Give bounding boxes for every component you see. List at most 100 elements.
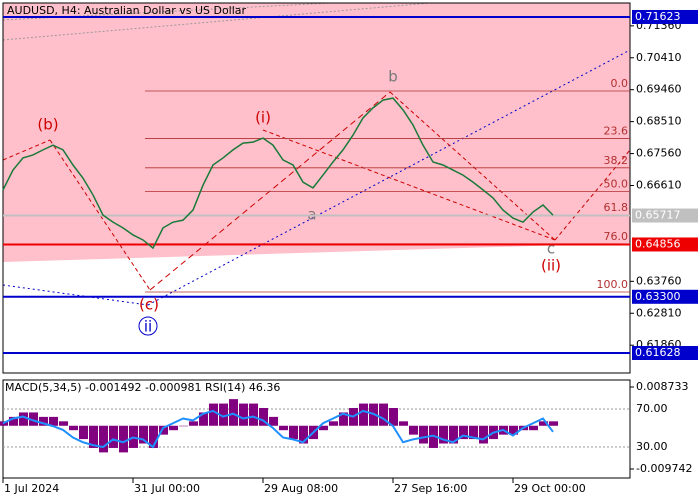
fib-label: 0.0 — [611, 77, 629, 90]
trend-line — [554, 149, 631, 241]
macd-bar — [549, 421, 558, 426]
macd-bar — [99, 425, 108, 453]
macd-bar — [359, 403, 368, 426]
fib-label: 76.0 — [604, 230, 629, 243]
macd-bar — [509, 425, 518, 435]
y-tick-label: -0.009742 — [636, 462, 692, 475]
wave-label: (b) — [37, 116, 58, 134]
wave-label: (i) — [255, 109, 271, 127]
macd-bar — [269, 416, 278, 426]
wave-label: b — [388, 68, 398, 86]
macd-bar — [439, 425, 448, 444]
macd-bar — [299, 425, 308, 444]
macd-bar — [139, 425, 148, 444]
trend-line — [2, 2, 431, 41]
trend-lines — [2, 2, 631, 306]
macd-bar — [19, 412, 28, 426]
macd-bar — [89, 425, 98, 448]
macd-bar — [79, 425, 88, 440]
fib-label: 38.2 — [604, 154, 629, 167]
macd-bar — [279, 425, 288, 431]
price-line — [2, 97, 554, 250]
wave-label: (ii) — [541, 257, 561, 275]
macd-bar — [69, 425, 78, 431]
macd-bar — [249, 403, 258, 426]
fib-label: 61.8 — [604, 201, 629, 214]
macd-bar — [239, 403, 248, 426]
y-tick-label: 0.70410 — [636, 51, 682, 64]
x-tick-label: 31 Jul 00:00 — [134, 482, 200, 495]
level-tag — [632, 289, 698, 304]
fib-label: 50.0 — [604, 177, 629, 190]
macd-bar — [149, 425, 158, 448]
level-tag — [632, 345, 698, 360]
macd-bar — [319, 425, 328, 431]
wave-label: c — [547, 240, 555, 258]
macd-bar — [289, 425, 298, 440]
trend-line — [149, 91, 391, 291]
macd-bar — [169, 425, 178, 431]
price-pane — [2, 2, 631, 374]
macd-bar — [409, 425, 418, 435]
wave-label: ii — [144, 318, 152, 336]
macd-bar — [389, 408, 398, 426]
trend-line — [49, 139, 151, 291]
level-tag — [632, 237, 698, 252]
macd-bar — [49, 416, 58, 426]
y-tick-label: 30.00 — [636, 440, 668, 453]
indicator-pane — [2, 379, 631, 479]
level-label: 0.63300 — [635, 290, 681, 303]
macd-bar — [259, 408, 268, 426]
macd-bar — [219, 403, 228, 426]
trend-line — [2, 2, 331, 21]
y-tick-label: 0.62810 — [636, 306, 682, 319]
macd-bar — [179, 425, 188, 427]
macd-bar — [209, 403, 218, 426]
level-tag — [632, 208, 698, 223]
macd-bar — [339, 412, 348, 426]
wave-circle — [138, 316, 158, 336]
y-tick-label: 0.67560 — [636, 147, 682, 160]
trend-line — [147, 49, 631, 306]
macd-bar — [469, 425, 478, 440]
fib-label: 100.0 — [597, 278, 629, 291]
macd-bar — [39, 416, 48, 426]
level-label: 0.64856 — [635, 237, 681, 250]
macd-bar — [419, 425, 428, 444]
level-label: 0.71623 — [635, 10, 681, 23]
chart-title: AUDUSD, H4: Australian Dollar vs US Doll… — [7, 4, 247, 17]
trend-line — [2, 139, 51, 161]
rsi-line — [2, 409, 554, 449]
y-tick-label: 0.68510 — [636, 115, 682, 128]
indicator-label: MACD(5,34,5) -0.001492 -0.000981 RSI(14)… — [5, 381, 280, 394]
macd-bar — [199, 412, 208, 426]
macd-bar — [109, 425, 118, 448]
trend-line — [2, 284, 149, 306]
level-tag — [632, 9, 698, 24]
macd-bar — [459, 425, 468, 440]
macd-bar — [539, 421, 548, 426]
macd-bar — [479, 425, 488, 444]
zone — [3, 3, 630, 262]
y-tick-label: 0.63760 — [636, 274, 682, 287]
x-tick-label: 1 Jul 2024 — [4, 482, 59, 495]
macd-bar — [9, 416, 18, 426]
macd-bar — [159, 425, 168, 435]
y-tick-label: 0.66610 — [636, 179, 682, 192]
x-tick-label: 29 Oct 00:00 — [514, 482, 586, 495]
level-label: 0.65717 — [635, 209, 681, 222]
macd-bar — [529, 425, 538, 431]
macd-bar — [119, 425, 128, 453]
y-tick-label: 70.00 — [636, 402, 668, 415]
trend-line — [262, 129, 556, 241]
y-tick-label: 0.008733 — [636, 380, 689, 393]
macd-bar — [449, 425, 458, 444]
macd-bar — [379, 403, 388, 426]
wave-label: a — [307, 206, 316, 224]
macd-bar — [29, 412, 38, 426]
macd-bar — [229, 399, 238, 426]
x-tick-label: 27 Sep 16:00 — [394, 482, 467, 495]
fib-label: 23.6 — [604, 124, 629, 137]
y-tick-label: 0.69460 — [636, 83, 682, 96]
